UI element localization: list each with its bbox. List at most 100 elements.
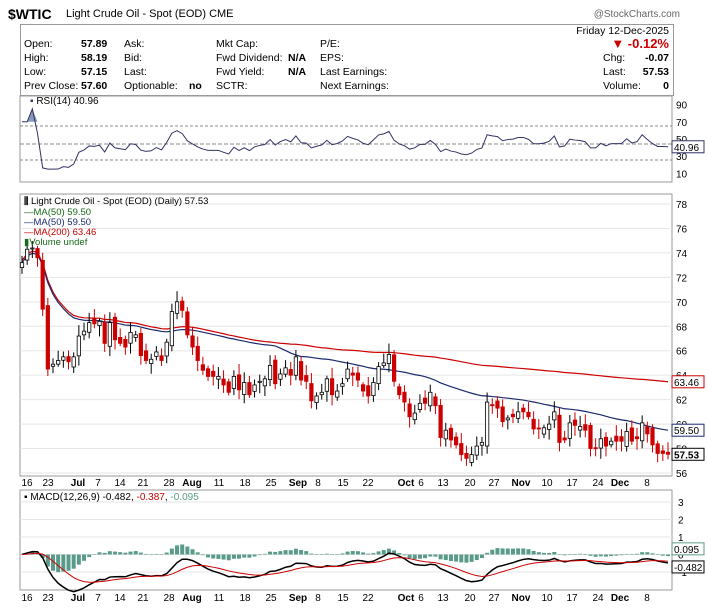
x-axis-label: Sep (289, 478, 307, 489)
x-axis-label: Dec (611, 478, 630, 489)
candle-body (138, 333, 143, 357)
price-value-box (671, 375, 705, 389)
macd-tick-label: 2 (678, 516, 684, 527)
candle (381, 353, 386, 369)
candle (87, 312, 92, 339)
macd-tick-label: -1 (678, 568, 687, 579)
candle-body (123, 338, 128, 348)
macd-hist-bar (97, 552, 102, 555)
price-tick-label: 76 (676, 224, 688, 235)
x-axis-label: Sep (289, 593, 307, 604)
candle (526, 402, 531, 420)
watermark[interactable]: @StockCharts.com (593, 9, 680, 20)
fwd-dividend-value: N/A (288, 52, 307, 64)
price-tick-label: 70 (676, 298, 688, 309)
macd-hist-bar (541, 552, 546, 555)
macd-hist-bar (231, 554, 236, 559)
candle (402, 385, 407, 412)
candle (133, 330, 138, 342)
macd-value-box-label: 0.095 (674, 545, 699, 556)
macd-value-box (671, 560, 705, 574)
candle-body (40, 259, 45, 310)
candle (655, 440, 660, 463)
macd-hist-bar (324, 553, 329, 555)
macd-hist-bar (417, 554, 422, 559)
candle (164, 338, 169, 364)
candle (547, 415, 552, 440)
macd-hist-bar (531, 550, 536, 555)
candle (128, 322, 133, 354)
macd-hist-bar (640, 552, 645, 555)
macd-hist-bar (629, 554, 634, 555)
candle (552, 401, 557, 428)
candle-body (350, 372, 355, 376)
candle (645, 421, 650, 443)
macd-hist-bar (521, 548, 526, 555)
candle (102, 314, 107, 352)
macd-hist-bar (578, 553, 583, 555)
candle-body (485, 401, 490, 447)
candle (195, 336, 200, 372)
candle-body (262, 378, 267, 387)
candle-body (459, 443, 464, 456)
x-axis-label: 13 (437, 478, 449, 489)
candle-body (510, 413, 516, 418)
macd-hist-bar (257, 554, 262, 556)
candle-body (490, 404, 495, 407)
low-value: 57.15 (81, 66, 108, 78)
candle (247, 375, 252, 398)
candle-body (216, 376, 221, 380)
candle-body (500, 406, 505, 423)
candle-body (324, 378, 330, 392)
candle-body (190, 335, 195, 348)
candle-body (634, 436, 640, 440)
candle-body (211, 370, 216, 377)
x-axis-label: 18 (239, 478, 251, 489)
candle-body (454, 436, 459, 446)
candle (35, 245, 40, 267)
price-tick-label: 74 (676, 249, 688, 260)
candle-body (164, 341, 169, 357)
candle-body (200, 364, 205, 371)
change-pct: ▼ -0.12% (611, 36, 669, 51)
candle-body (304, 375, 309, 382)
macd-tick-label: 3 (678, 498, 684, 509)
candle-body (76, 335, 81, 357)
legend-ma50-a: —MA(50) 59.50 (24, 207, 91, 218)
candle-body (335, 390, 340, 398)
candle (464, 445, 469, 466)
price-tick-label: 62 (676, 396, 688, 407)
x-axis-label: 27 (488, 478, 500, 489)
chart-header: $WTIC Light Crude Oil - Spot (EOD) CME @… (8, 6, 680, 24)
macd-hist-bar (87, 554, 92, 558)
low-label: Low: (24, 66, 47, 78)
macd-hist-bar (505, 548, 510, 555)
candle (448, 424, 454, 448)
last-earnings-label: Last Earnings: (320, 66, 388, 78)
candle (443, 422, 448, 447)
x-axis-label: 14 (114, 593, 126, 604)
last-label: Last: (124, 66, 147, 78)
macd-hist-bar (423, 554, 428, 559)
macd-hist-bar (361, 552, 366, 555)
candle-body (391, 354, 397, 382)
candle-body (319, 391, 324, 396)
candle (138, 328, 143, 365)
candle-body (128, 331, 133, 344)
candle-body (614, 435, 619, 442)
candle (541, 424, 547, 439)
candle-body (231, 376, 236, 389)
candle (97, 318, 102, 337)
candle (231, 370, 236, 396)
candle (319, 383, 324, 400)
candle-body (397, 386, 402, 396)
last-price-value: 57.53 (642, 66, 669, 78)
candle (510, 408, 516, 424)
macd-hist-bar (190, 549, 195, 555)
candle-body (407, 403, 412, 418)
macd-hist-bar (448, 554, 453, 562)
candle-body (665, 451, 671, 455)
candle-body (154, 351, 159, 357)
macd-hist-bar (273, 551, 278, 555)
